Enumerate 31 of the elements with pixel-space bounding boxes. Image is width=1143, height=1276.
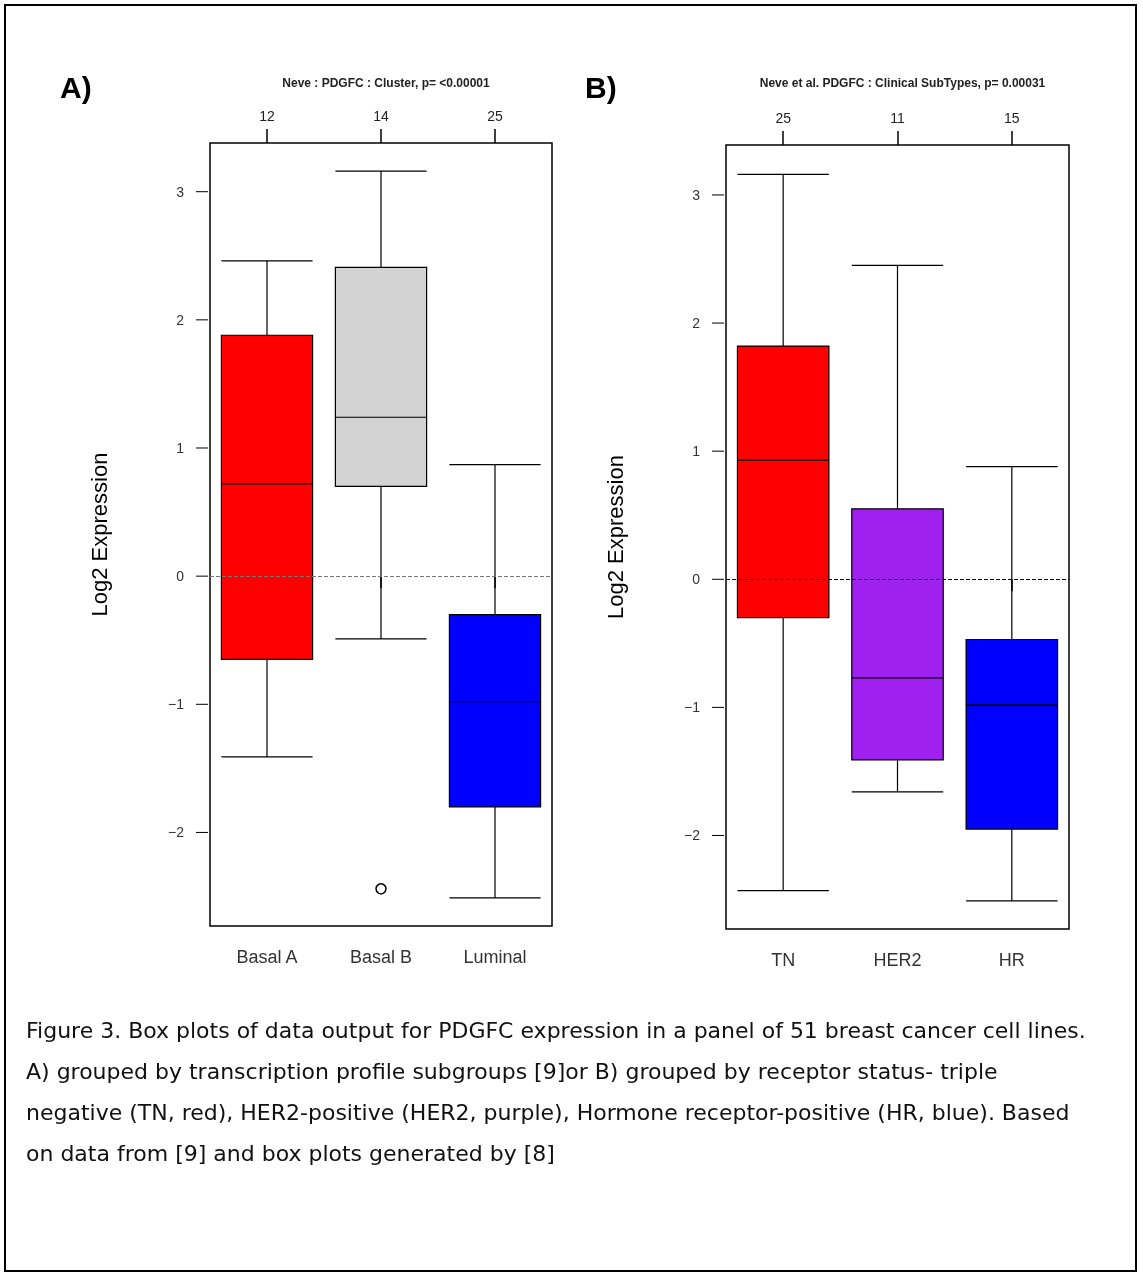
x-tick-label: Luminal bbox=[463, 947, 527, 967]
y-axis-title: Log2 Expression bbox=[86, 452, 112, 617]
y-tick-label: 3 bbox=[692, 186, 701, 203]
caption: Figure 3. Box plots of data output for PDGFC expression in a panel of 51 breast cancer cell lines. A) grouped by transcription profile subgroups [9]or B) grouped by receptor status- triple negative (TN, red), HER2-positive (HER2, purple), Hormone receptor-positive (HR, blue). Based on data from [9] and box plots generated by [8] bbox=[26, 1017, 1087, 1168]
chart-title: Neve : PDGFC : Cluster, p= <0.00001 bbox=[282, 76, 491, 90]
chart-title: Neve et al. PDGFC : Clinical SubTypes, p= 0.00031 bbox=[759, 76, 1046, 90]
x-tick-label: HER2 bbox=[873, 950, 922, 970]
y-tick-label: −2 bbox=[168, 824, 185, 841]
y-axis-title: Log2 Expression bbox=[602, 455, 628, 619]
y-tick-label: 2 bbox=[176, 311, 185, 328]
annotation: 25 bbox=[775, 110, 792, 126]
annotation: 12 bbox=[259, 108, 275, 124]
text: B) bbox=[585, 70, 617, 104]
annotation: 15 bbox=[1004, 110, 1020, 126]
text: A) bbox=[60, 70, 92, 104]
y-tick-label: 2 bbox=[692, 315, 701, 332]
y-tick-label: −1 bbox=[168, 696, 185, 713]
y-tick-label: 0 bbox=[176, 568, 185, 585]
x-tick-label: HR bbox=[998, 950, 1025, 970]
y-tick-label: 1 bbox=[692, 443, 701, 460]
y-tick-label: 1 bbox=[176, 440, 185, 456]
x-tick-label: TN bbox=[771, 950, 796, 970]
annotation: 25 bbox=[487, 108, 503, 124]
annotation: 11 bbox=[890, 110, 905, 126]
x-tick-label: Basal A bbox=[236, 947, 298, 967]
y-tick-label: 3 bbox=[176, 183, 185, 200]
y-tick-label: −2 bbox=[684, 827, 701, 844]
x-tick-label: Basal B bbox=[349, 947, 413, 967]
annotation: 14 bbox=[373, 108, 389, 124]
y-tick-label: 0 bbox=[692, 571, 701, 588]
y-tick-label: −1 bbox=[684, 699, 701, 716]
